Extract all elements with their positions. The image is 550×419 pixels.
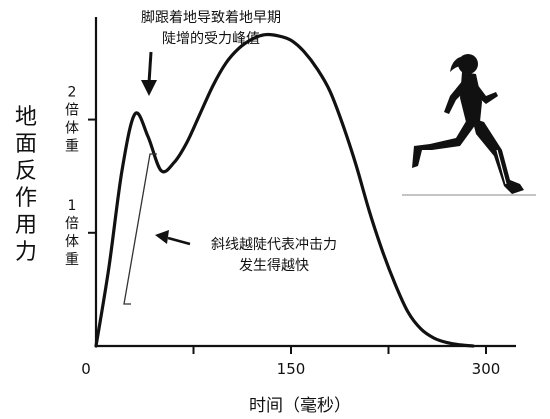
x-ticks: 0 150 300	[81, 346, 500, 378]
y-axis-label: 地面反作用力	[15, 105, 37, 265]
annotation-arrow-peak-head	[141, 80, 157, 96]
y-ticks: 1 倍体重 2 倍体重	[65, 85, 96, 268]
y-axis-label-text: 地面反作用力	[15, 105, 37, 265]
x-tick-label: 150	[277, 360, 306, 378]
runner-silhouette-icon	[402, 54, 536, 196]
annotation-text: 斜线越陡代表冲击力发生得越快	[211, 237, 337, 274]
x-tick-label: 0	[81, 360, 91, 378]
x-axis-label: 时间（毫秒）	[249, 396, 351, 416]
annotation-text: 脚跟着地导致着地早期陡增的受力峰值	[141, 10, 281, 47]
annotation-arrow-slope	[167, 236, 191, 246]
slope-bracket	[123, 153, 157, 305]
annotation-arrow-slope-head	[155, 230, 169, 244]
annotation-heel-strike-peak: 脚跟着地导致着地早期陡增的受力峰值	[141, 10, 281, 47]
x-tick-label: 300	[472, 360, 501, 378]
annotation-slope-steepness: 斜线越陡代表冲击力发生得越快	[211, 237, 337, 274]
force-curve-line	[94, 32, 475, 348]
annotation-arrow-peak	[147, 51, 153, 84]
y-tick-label: 2 倍体重	[65, 85, 79, 155]
y-tick-label: 1 倍体重	[65, 198, 79, 268]
